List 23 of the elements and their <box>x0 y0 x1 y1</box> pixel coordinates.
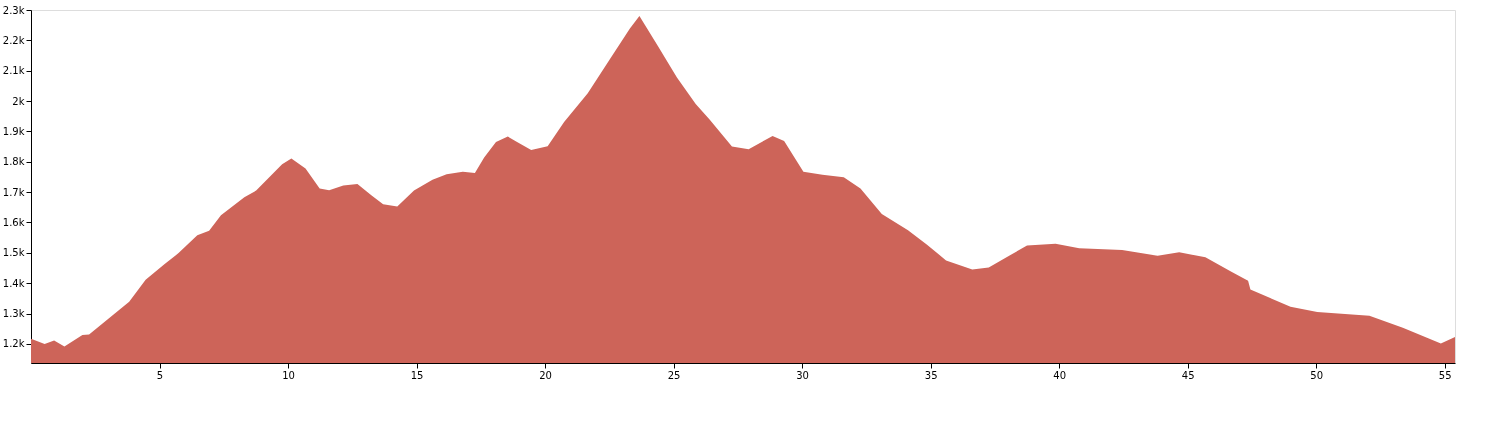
y-tick-label: 2.2k <box>2 34 25 46</box>
y-tick-label: 1.6k <box>2 216 25 228</box>
y-tick-label: 1.5k <box>2 247 25 259</box>
x-tick-label: 55 <box>1438 369 1452 381</box>
x-tick-label: 35 <box>924 369 938 381</box>
y-tick-label: 1.4k <box>2 277 25 289</box>
y-tick-label: 1.9k <box>2 125 25 137</box>
x-tick-label: 50 <box>1310 369 1324 381</box>
x-tick-label: 25 <box>667 369 681 381</box>
x-tick-label: 5 <box>156 369 164 381</box>
y-tick-label: 1.7k <box>2 186 25 198</box>
y-tick-label: 1.8k <box>2 156 25 168</box>
y-tick-label: 2.1k <box>2 65 25 77</box>
y-tick-label: 1.2k <box>2 338 25 350</box>
y-tick-label: 2.3k <box>2 4 25 16</box>
y-tick-label: 1.3k <box>2 308 25 320</box>
x-tick-label: 40 <box>1053 369 1067 381</box>
x-tick-label: 20 <box>539 369 552 381</box>
y-tick-label: 2k <box>12 95 25 107</box>
x-tick-label: 30 <box>796 369 809 381</box>
x-tick-label: 10 <box>282 369 295 381</box>
x-tick-label: 45 <box>1181 369 1195 381</box>
x-tick-label: 15 <box>410 369 424 381</box>
